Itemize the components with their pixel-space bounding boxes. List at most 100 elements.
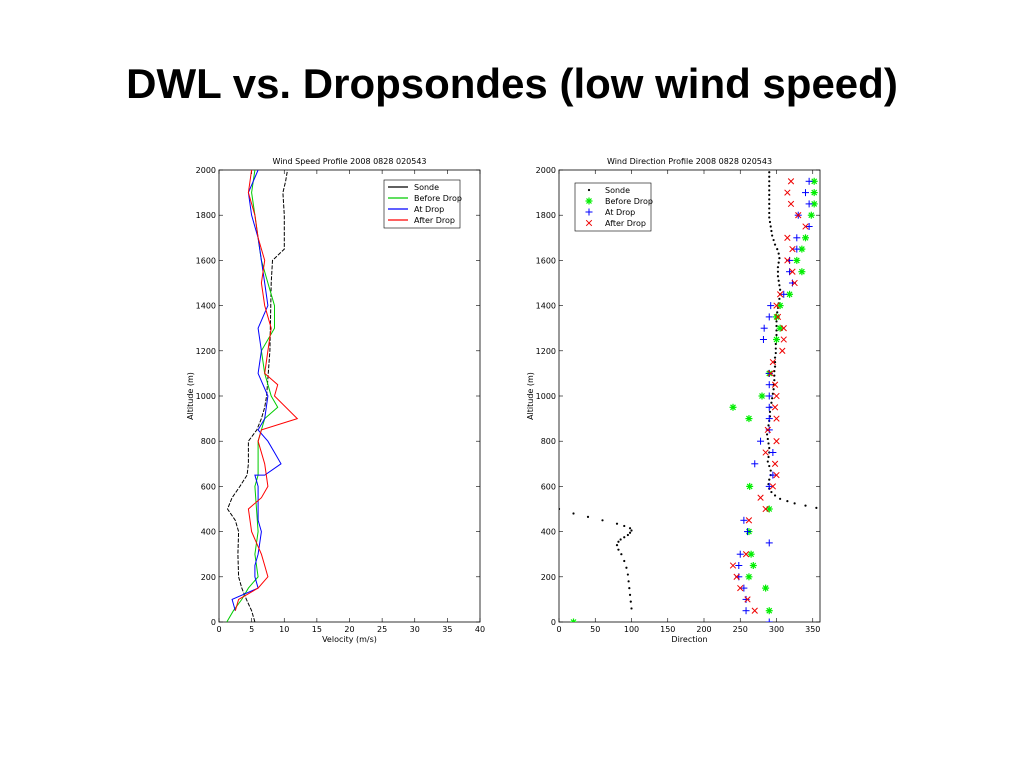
point-at-drop [769, 471, 777, 479]
x-tick-label: 50 [590, 625, 600, 634]
point-after-drop [733, 573, 740, 580]
point-after-drop [773, 392, 780, 400]
x-tick-label: 0 [216, 625, 221, 634]
point-sonde [768, 198, 771, 201]
y-tick-label: 600 [541, 482, 556, 491]
point-before-drop [749, 562, 757, 569]
point-sonde [629, 600, 632, 603]
point-at-drop [793, 245, 801, 253]
x-tick-label: 200 [696, 625, 711, 634]
point-sonde [768, 478, 771, 481]
point-after-drop [780, 325, 787, 332]
point-before-drop [745, 415, 753, 423]
point-at-drop [740, 584, 748, 592]
plot-data [559, 171, 818, 622]
point-after-drop [745, 517, 753, 524]
point-sonde [773, 356, 777, 359]
legend: Sonde Before Drop At Drop After Drop [574, 182, 653, 232]
point-at-drop [760, 324, 768, 332]
point-after-drop [789, 245, 796, 253]
x-tick-label: 150 [660, 625, 675, 634]
point-sonde [773, 374, 776, 377]
point-sonde [815, 506, 818, 509]
legend-swatch-before-drop [585, 197, 593, 205]
point-sonde [771, 234, 774, 237]
point-at-drop [769, 449, 777, 456]
point-sonde [776, 270, 780, 273]
y-tick-label: 400 [541, 528, 556, 537]
y-tick-label: 1200 [196, 347, 216, 356]
point-after-drop [767, 370, 774, 377]
point-sonde [768, 211, 771, 215]
point-after-drop [780, 336, 787, 343]
point-sonde [768, 410, 772, 413]
legend-swatch-sonde [587, 188, 591, 192]
x-tick-label: 40 [475, 625, 485, 634]
point-at-drop [765, 381, 773, 389]
series-line-after-drop [234, 170, 299, 611]
point-sonde [617, 540, 620, 543]
point-sonde [770, 490, 773, 494]
point-sonde [768, 189, 771, 192]
point-after-drop [784, 234, 791, 241]
point-sonde [628, 593, 632, 596]
point-sonde [770, 229, 773, 233]
point-sonde [776, 275, 780, 278]
point-at-drop [802, 189, 809, 197]
point-at-drop [805, 223, 813, 230]
point-sonde [626, 533, 629, 537]
x-tick-label: 30 [410, 625, 420, 634]
chart-2: 0 50 100 150 200 250 300 350 0 200 400 600 800 1000 12… [526, 157, 821, 644]
point-at-drop [765, 618, 773, 622]
point-sonde [767, 442, 770, 445]
point-after-drop [791, 279, 798, 287]
x-tick-label: 100 [624, 625, 639, 634]
point-before-drop [773, 336, 780, 343]
point-after-drop [787, 178, 795, 185]
legend-label-before-drop: Before Drop [605, 197, 653, 206]
point-sonde [773, 361, 777, 364]
point-after-drop [737, 584, 744, 592]
point-sonde [793, 502, 796, 505]
y-axis-label: Altitude (m) [186, 372, 195, 420]
y-tick-label: 1400 [536, 302, 556, 311]
point-at-drop [744, 528, 751, 536]
point-sonde [768, 446, 771, 450]
point-sonde [768, 220, 772, 224]
legend-swatch-at-drop [585, 208, 593, 216]
point-sonde [769, 469, 772, 472]
point-after-drop [744, 596, 751, 603]
y-tick-label: 1400 [196, 302, 216, 311]
point-sonde [768, 207, 771, 210]
point-sonde [777, 252, 780, 255]
point-sonde [623, 559, 626, 563]
point-before-drop [793, 256, 801, 264]
point-at-drop [736, 550, 744, 558]
point-before-drop [810, 189, 818, 197]
point-sonde [572, 512, 575, 515]
legend-label-after-drop: After Drop [605, 219, 646, 228]
point-before-drop [802, 234, 809, 242]
y-tick-label: 1000 [196, 392, 216, 401]
y-tick-label: 1800 [536, 211, 556, 220]
point-sonde [766, 437, 769, 441]
legend-label-at-drop: At Drop [605, 208, 635, 217]
point-at-drop [805, 177, 813, 185]
point-at-drop [805, 200, 813, 208]
chart-title: Wind Direction Profile 2008 0828 020543 [607, 157, 772, 166]
point-before-drop [746, 482, 754, 490]
point-after-drop [789, 268, 796, 275]
point-sonde [617, 548, 620, 551]
point-after-drop [802, 223, 809, 230]
x-tick-label: 0 [556, 625, 561, 634]
x-axis-label: Velocity (m/s) [322, 635, 377, 644]
point-after-drop [764, 426, 771, 434]
point-after-drop [774, 313, 782, 321]
legend-label-before-drop: Before Drop [414, 194, 462, 203]
point-at-drop [759, 336, 767, 343]
point-at-drop [765, 403, 773, 411]
y-tick-label: 600 [201, 482, 216, 491]
point-at-drop [767, 302, 775, 310]
point-at-drop [742, 595, 750, 603]
plot-frame [558, 169, 821, 623]
